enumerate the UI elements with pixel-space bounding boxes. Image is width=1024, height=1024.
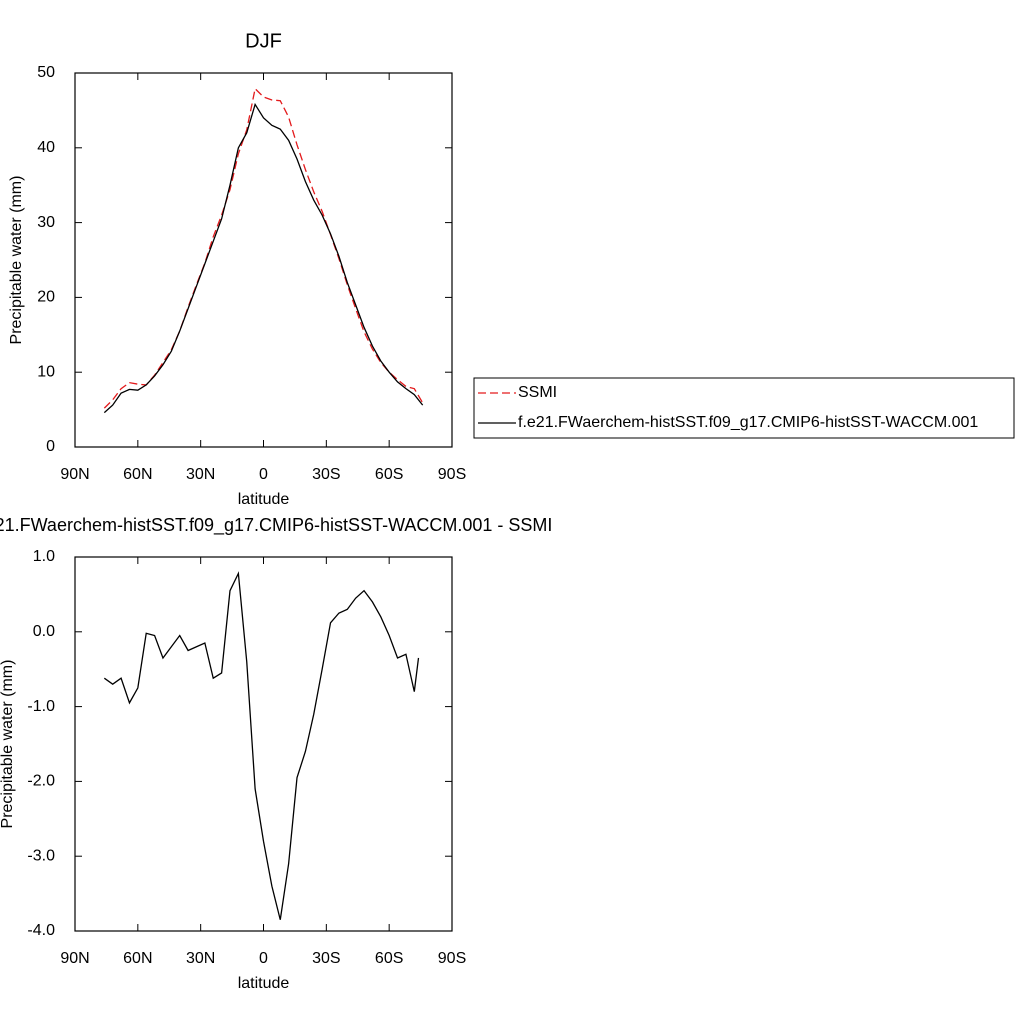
x-tick-label: 90N <box>60 466 89 483</box>
y-tick-label: -4.0 <box>27 922 55 939</box>
y-tick-label: 40 <box>37 139 55 156</box>
x-tick-label: 0 <box>259 466 268 483</box>
x-axis-label: latitude <box>238 491 290 508</box>
y-tick-label: 30 <box>37 214 55 231</box>
data-line <box>103 87 424 409</box>
x-tick-label: 60S <box>375 950 403 967</box>
x-tick-label: 30N <box>186 466 215 483</box>
chart-title: DJF <box>245 30 282 52</box>
data-line <box>103 571 420 920</box>
x-axis-label: latitude <box>238 975 290 992</box>
y-tick-label: -2.0 <box>27 773 55 790</box>
y-axis-label: Precipitable water (mm) <box>8 176 25 345</box>
x-tick-label: 60N <box>123 950 152 967</box>
legend-label: f.e21.FWaerchem-histSST.f09_g17.CMIP6-hi… <box>518 414 978 431</box>
x-tick-label: 30S <box>312 950 340 967</box>
y-tick-label: 0 <box>46 438 55 455</box>
x-tick-label: 0 <box>259 950 268 967</box>
y-tick-label: 10 <box>37 363 55 380</box>
y-tick-label: 1.0 <box>33 548 55 565</box>
x-tick-label: 90S <box>438 950 466 967</box>
x-tick-label: 30N <box>186 950 215 967</box>
x-tick-label: 90N <box>60 950 89 967</box>
data-line <box>103 102 424 414</box>
y-tick-label: 20 <box>37 289 55 306</box>
plot-frame <box>74 72 453 448</box>
x-tick-label: 90S <box>438 466 466 483</box>
y-tick-label: -1.0 <box>27 698 55 715</box>
x-tick-label: 30S <box>312 466 340 483</box>
y-tick-label: -3.0 <box>27 847 55 864</box>
y-tick-label: 0.0 <box>33 623 55 640</box>
legend-box <box>473 377 1015 439</box>
y-tick-label: 50 <box>37 64 55 81</box>
y-axis-label: Precipitable water (mm) <box>0 660 16 829</box>
plot-frame <box>74 556 453 932</box>
x-tick-label: 60S <box>375 466 403 483</box>
x-tick-label: 60N <box>123 466 152 483</box>
chart-title: f.e21.FWaerchem-histSST.f09_g17.CMIP6-hi… <box>0 515 552 536</box>
legend-label: SSMI <box>518 384 557 401</box>
